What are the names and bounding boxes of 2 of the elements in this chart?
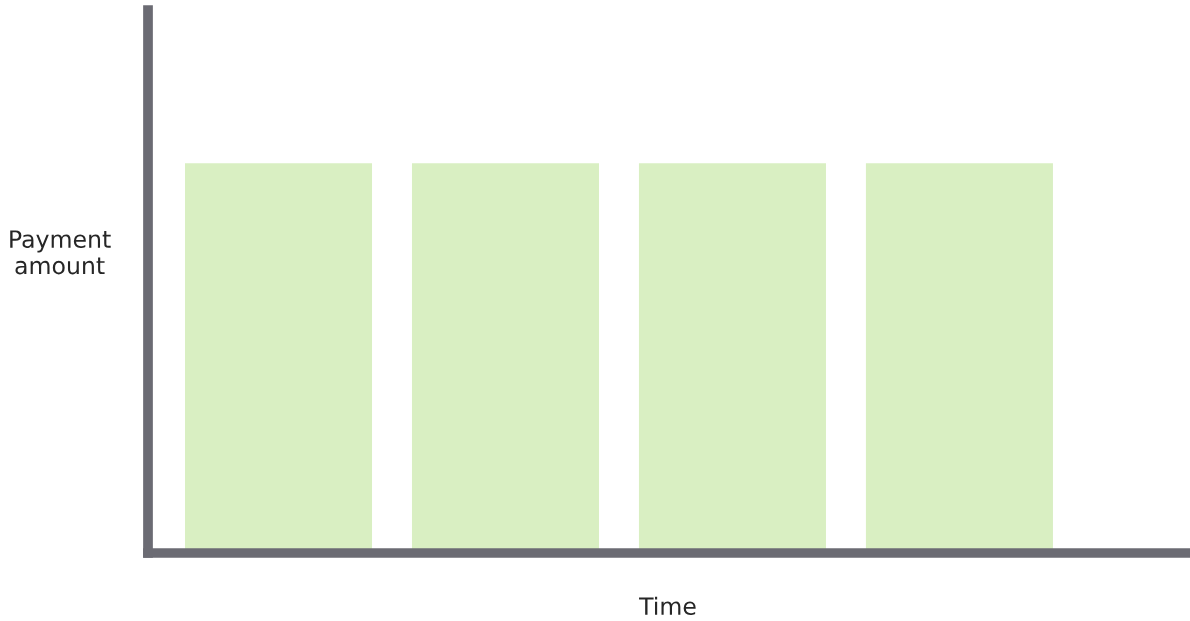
x-axis-title: Time — [639, 596, 696, 616]
y-axis-title: Payment amount — [10, 230, 111, 275]
